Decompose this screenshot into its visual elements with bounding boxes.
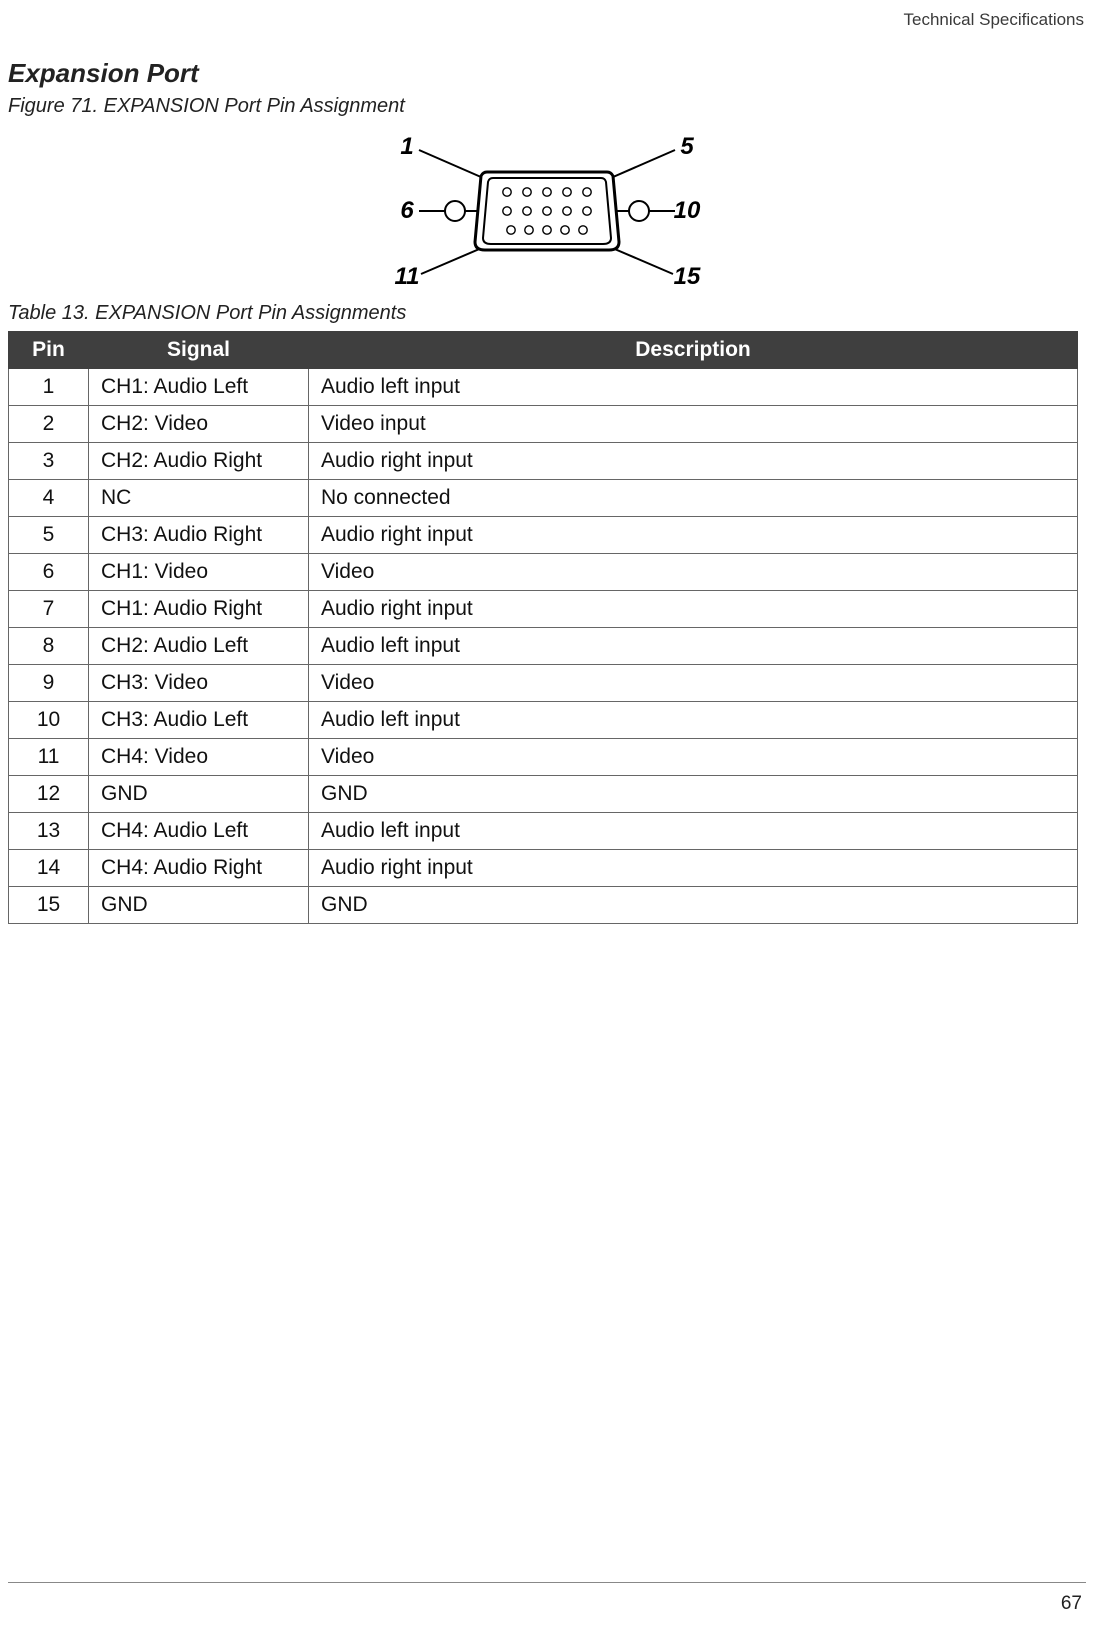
table-cell: CH4: Audio Right bbox=[89, 850, 309, 887]
col-header-signal: Signal bbox=[89, 332, 309, 369]
table-cell: Audio left input bbox=[309, 813, 1078, 850]
pin-label-tl: 1 bbox=[400, 133, 413, 160]
table-cell: Video bbox=[309, 739, 1078, 776]
table-row: 8CH2: Audio LeftAudio left input bbox=[9, 628, 1078, 665]
connector-svg: 1 5 6 10 11 15 bbox=[337, 126, 757, 296]
screw-hole-right bbox=[629, 201, 649, 221]
page-number: 67 bbox=[1061, 1593, 1082, 1615]
table-cell: CH1: Audio Left bbox=[89, 369, 309, 406]
table-cell: GND bbox=[309, 887, 1078, 924]
table-cell: CH3: Video bbox=[89, 665, 309, 702]
table-cell: CH2: Audio Left bbox=[89, 628, 309, 665]
table-cell: CH3: Audio Right bbox=[89, 517, 309, 554]
section-title: Expansion Port bbox=[8, 58, 1086, 89]
table-cell: 12 bbox=[9, 776, 89, 813]
table-cell: 3 bbox=[9, 443, 89, 480]
table-row: 1CH1: Audio LeftAudio left input bbox=[9, 369, 1078, 406]
table-cell: CH2: Audio Right bbox=[89, 443, 309, 480]
table-cell: 8 bbox=[9, 628, 89, 665]
pin-label-br: 15 bbox=[674, 263, 701, 290]
table-cell: 9 bbox=[9, 665, 89, 702]
col-header-description: Description bbox=[309, 332, 1078, 369]
table-cell: Audio right input bbox=[309, 850, 1078, 887]
table-cell: CH3: Audio Left bbox=[89, 702, 309, 739]
table-cell: 6 bbox=[9, 554, 89, 591]
table-row: 7CH1: Audio RightAudio right input bbox=[9, 591, 1078, 628]
table-cell: Audio left input bbox=[309, 369, 1078, 406]
footer-divider bbox=[8, 1582, 1086, 1583]
pin-label-bl: 11 bbox=[395, 263, 420, 290]
table-row: 9CH3: VideoVideo bbox=[9, 665, 1078, 702]
table-cell: Video input bbox=[309, 406, 1078, 443]
screw-hole-left bbox=[445, 201, 465, 221]
pin-label-tr: 5 bbox=[680, 133, 694, 160]
table-cell: CH1: Video bbox=[89, 554, 309, 591]
table-cell: GND bbox=[89, 776, 309, 813]
table-cell: CH1: Audio Right bbox=[89, 591, 309, 628]
table-cell: 14 bbox=[9, 850, 89, 887]
table-cell: 15 bbox=[9, 887, 89, 924]
table-row: 5CH3: Audio RightAudio right input bbox=[9, 517, 1078, 554]
table-row: 12GNDGND bbox=[9, 776, 1078, 813]
pin-label-mr: 10 bbox=[674, 197, 701, 224]
table-caption: Table 13. EXPANSION Port Pin Assignments bbox=[8, 302, 1086, 325]
table-row: 10CH3: Audio LeftAudio left input bbox=[9, 702, 1078, 739]
table-cell: Audio right input bbox=[309, 591, 1078, 628]
table-cell: 10 bbox=[9, 702, 89, 739]
pin-label-ml: 6 bbox=[400, 197, 414, 224]
table-cell: CH4: Audio Left bbox=[89, 813, 309, 850]
table-cell: 2 bbox=[9, 406, 89, 443]
pin-assignment-table: Pin Signal Description 1CH1: Audio LeftA… bbox=[8, 331, 1078, 924]
table-body: 1CH1: Audio LeftAudio left input2CH2: Vi… bbox=[9, 369, 1078, 924]
table-row: 15GNDGND bbox=[9, 887, 1078, 924]
table-row: 14CH4: Audio RightAudio right input bbox=[9, 850, 1078, 887]
table-row: 2CH2: VideoVideo input bbox=[9, 406, 1078, 443]
table-row: 4NCNo connected bbox=[9, 480, 1078, 517]
table-cell: CH2: Video bbox=[89, 406, 309, 443]
table-cell: 1 bbox=[9, 369, 89, 406]
table-cell: CH4: Video bbox=[89, 739, 309, 776]
table-row: 11CH4: VideoVideo bbox=[9, 739, 1078, 776]
table-cell: Audio left input bbox=[309, 702, 1078, 739]
table-row: 13CH4: Audio LeftAudio left input bbox=[9, 813, 1078, 850]
col-header-pin: Pin bbox=[9, 332, 89, 369]
table-cell: 13 bbox=[9, 813, 89, 850]
table-cell: Video bbox=[309, 554, 1078, 591]
table-cell: Audio right input bbox=[309, 517, 1078, 554]
table-cell: 4 bbox=[9, 480, 89, 517]
table-cell: Audio left input bbox=[309, 628, 1078, 665]
table-cell: Video bbox=[309, 665, 1078, 702]
connector-diagram: 1 5 6 10 11 15 bbox=[8, 126, 1086, 296]
table-row: 3CH2: Audio RightAudio right input bbox=[9, 443, 1078, 480]
table-cell: 5 bbox=[9, 517, 89, 554]
table-cell: No connected bbox=[309, 480, 1078, 517]
table-cell: 7 bbox=[9, 591, 89, 628]
table-cell: Audio right input bbox=[309, 443, 1078, 480]
table-cell: NC bbox=[89, 480, 309, 517]
table-row: 6CH1: VideoVideo bbox=[9, 554, 1078, 591]
table-header-row: Pin Signal Description bbox=[9, 332, 1078, 369]
table-cell: 11 bbox=[9, 739, 89, 776]
page-header-right: Technical Specifications bbox=[8, 0, 1086, 30]
table-cell: GND bbox=[309, 776, 1078, 813]
table-cell: GND bbox=[89, 887, 309, 924]
figure-caption: Figure 71. EXPANSION Port Pin Assignment bbox=[8, 95, 1086, 118]
